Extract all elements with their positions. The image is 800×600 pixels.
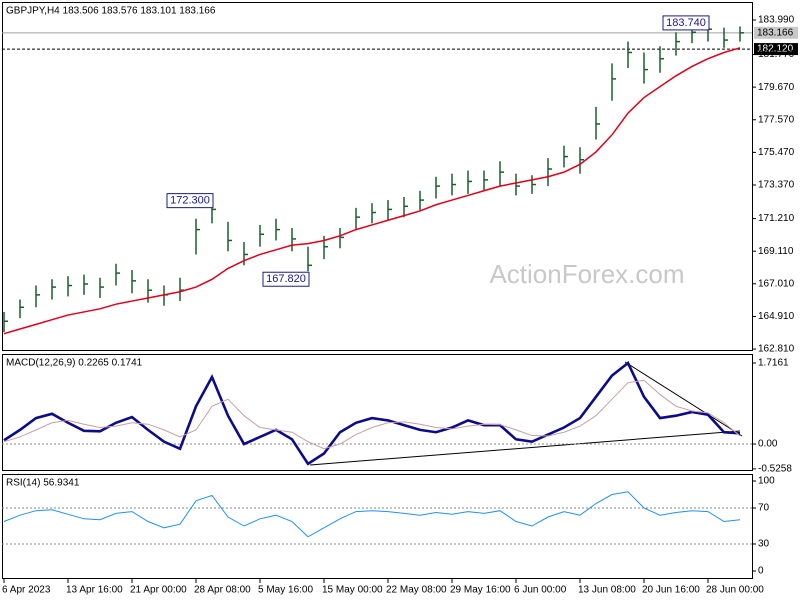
annotation: 167.820 — [266, 273, 306, 285]
rsi-panel — [2, 474, 753, 579]
annotation: 183.740 — [666, 17, 706, 29]
x-tick-label: 22 May 08:00 — [386, 585, 447, 596]
y-tick-label: 171.210 — [758, 213, 795, 224]
x-tick-label: 5 May 16:00 — [258, 585, 313, 596]
y-tick-label: 162.810 — [758, 344, 795, 355]
x-tick-label: 15 May 00:00 — [322, 585, 383, 596]
y-tick-label: 30 — [758, 539, 770, 550]
indicator-line — [3, 491, 741, 538]
y-tick-label: 164.910 — [758, 311, 795, 322]
y-tick-label: 0 — [758, 566, 764, 577]
price-label-box — [754, 26, 798, 39]
macd-trendline — [624, 361, 743, 437]
y-tick-label: 175.470 — [758, 147, 795, 158]
x-tick-label: 28 Jun 00:00 — [706, 585, 764, 596]
annotation-box — [166, 193, 214, 209]
x-tick-label: 13 Jun 08:00 — [578, 585, 636, 596]
y-tick-label: 179.670 — [758, 82, 795, 93]
y-tick-label: 177.570 — [758, 114, 795, 125]
x-tick-label: 21 Apr 00:00 — [130, 585, 187, 596]
indicator-line — [3, 379, 741, 450]
annotation-box — [262, 271, 310, 287]
annotation: 172.300 — [170, 195, 210, 207]
macd-trendline — [309, 430, 741, 466]
panel-title: MACD(12,26,9) 0.2265 0.1741 — [6, 358, 143, 369]
price-panel — [2, 2, 753, 351]
price-label: 183.166 — [757, 27, 794, 38]
x-tick-label: 20 Jun 16:00 — [642, 585, 700, 596]
y-tick-label: 70 — [758, 503, 770, 514]
panel-title: RSI(14) 56.9341 — [6, 478, 80, 489]
y-tick-label: 100 — [758, 476, 775, 487]
x-tick-label: 6 Jun 00:00 — [514, 585, 567, 596]
x-tick-label: 29 May 16:00 — [450, 585, 511, 596]
price-label: 182.120 — [757, 44, 794, 55]
y-tick-label: 169.110 — [758, 246, 794, 257]
y-tick-label: 167.010 — [758, 278, 795, 289]
y-tick-label: 183.990 — [758, 15, 795, 26]
x-tick-label: 6 Apr 2023 — [2, 585, 51, 596]
y-tick-label: -0.5258 — [758, 463, 792, 474]
y-tick-label: 0.00 — [758, 439, 778, 450]
annotation-box — [662, 15, 710, 31]
x-tick-label: 28 Apr 08:00 — [194, 585, 251, 596]
watermark: ActionForex.com — [489, 259, 684, 289]
panel-title: GBPJPY,H4 183.506 183.576 183.101 183.16… — [6, 6, 216, 17]
moving-average — [3, 47, 741, 335]
macd-panel — [2, 354, 753, 471]
y-tick-label: 1.7161 — [758, 358, 789, 369]
x-tick-label: 13 Apr 16:00 — [66, 585, 123, 596]
indicator-line — [3, 360, 741, 466]
price-label-box — [754, 43, 798, 56]
y-tick-label: 173.370 — [758, 180, 795, 191]
y-tick-label: 181.770 — [758, 49, 795, 60]
